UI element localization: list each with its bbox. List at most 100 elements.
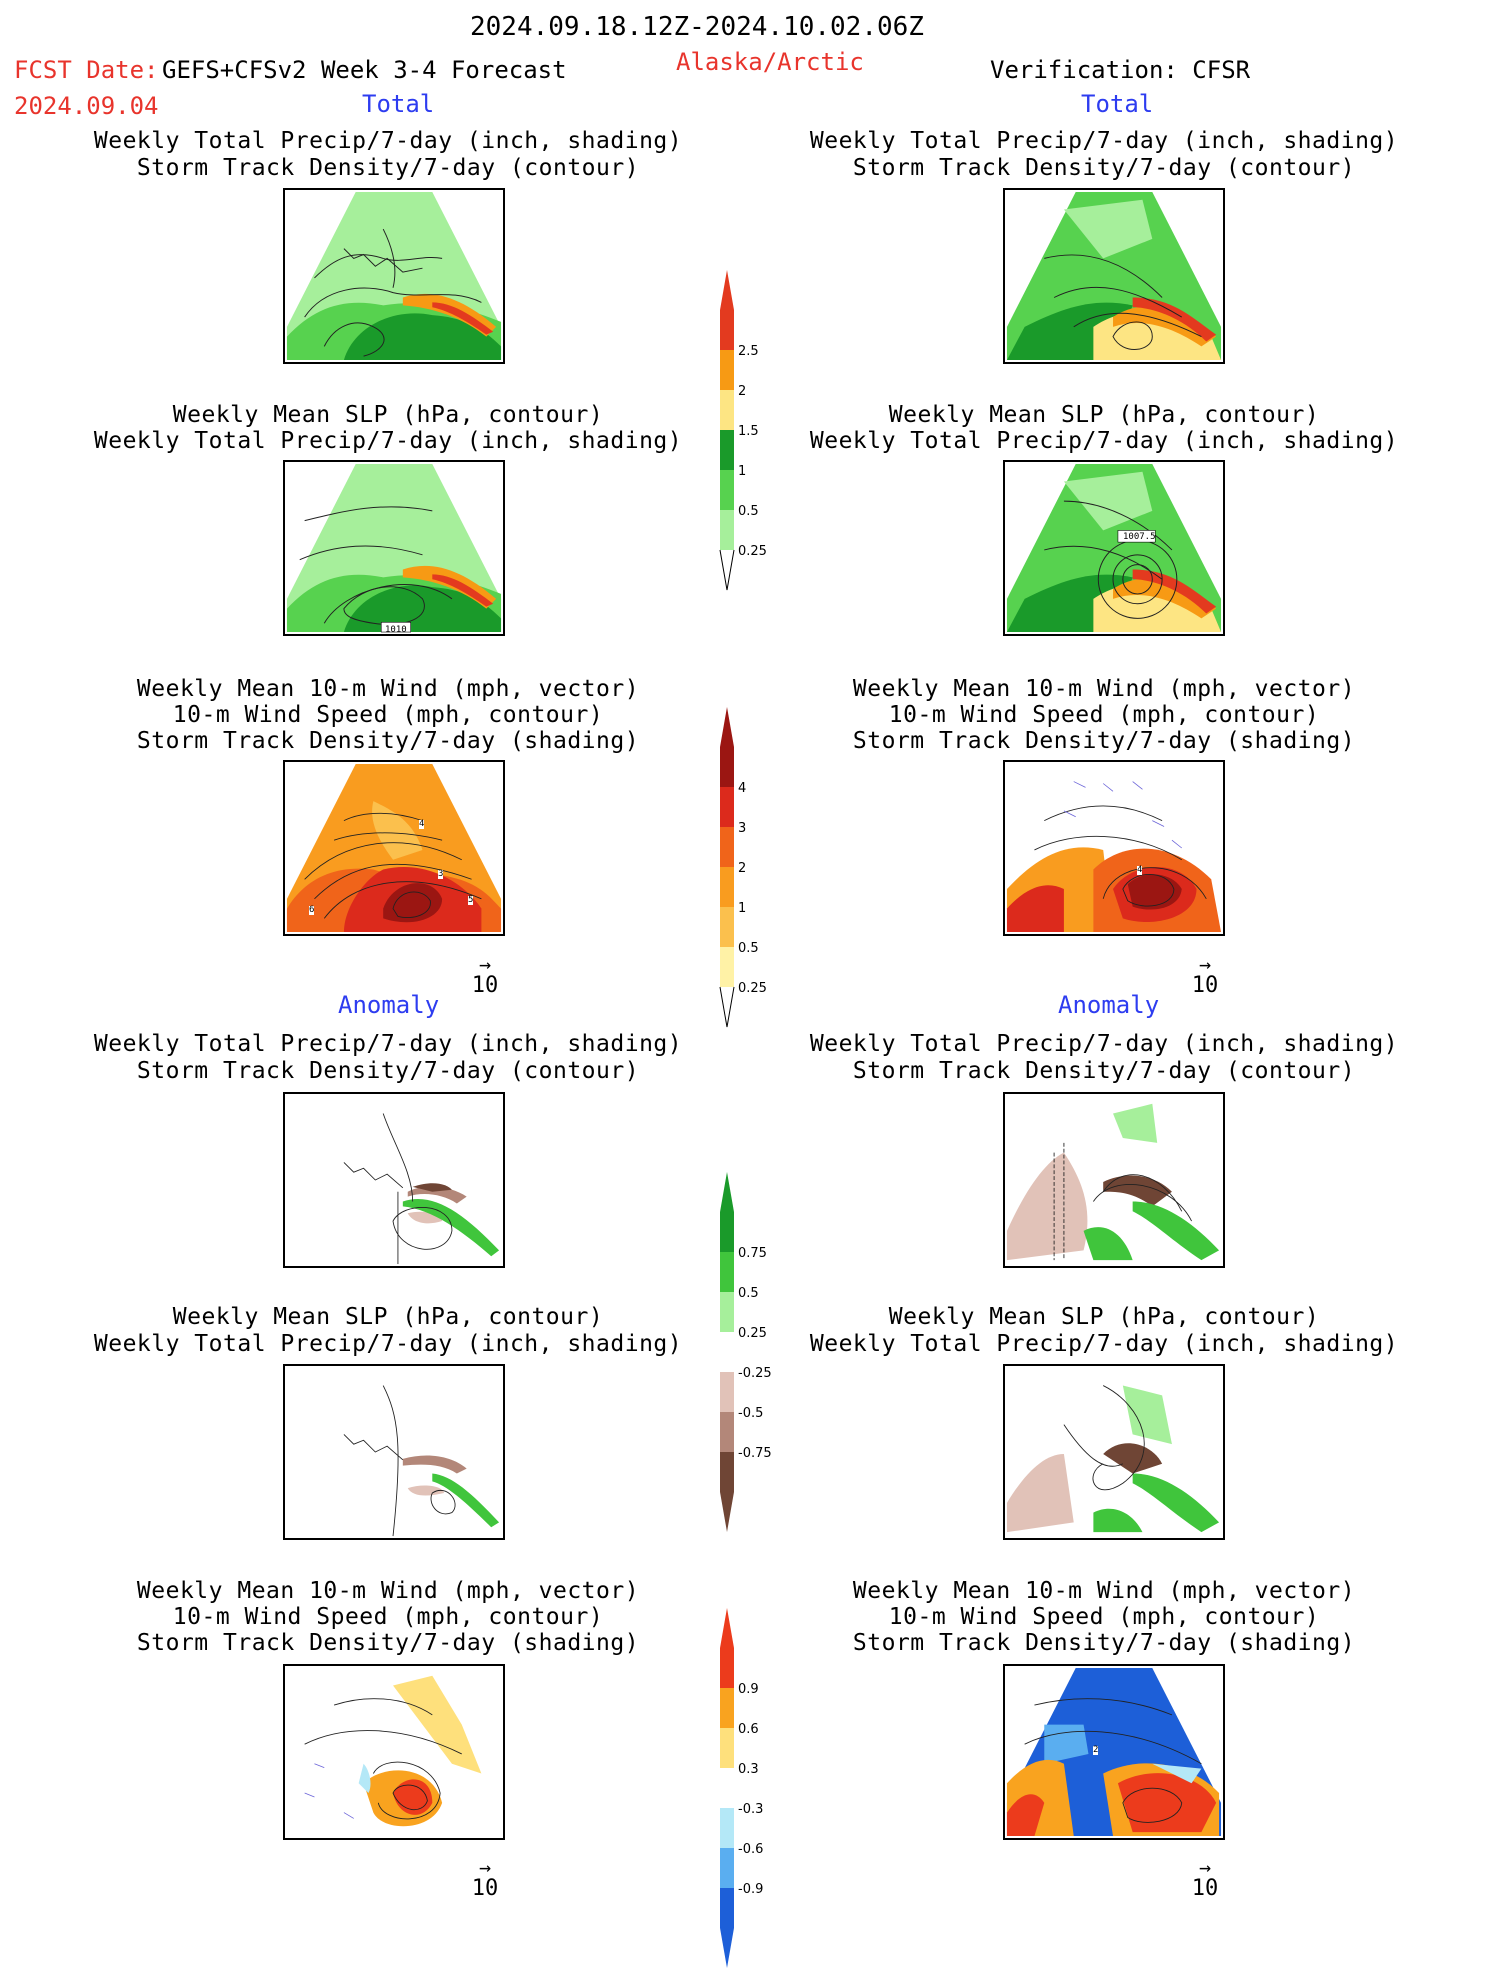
title-fc-slp-anom-1: Weekly Mean SLP (hPa, contour) <box>172 1304 604 1330</box>
colorbar-tick-label: -0.25 <box>738 1366 772 1381</box>
wind-contour-label: 4 <box>1137 865 1143 875</box>
colorbar-tick-label: -0.5 <box>738 1406 763 1421</box>
title-fc-slp-1: Weekly Mean SLP (hPa, contour) <box>172 402 604 428</box>
title-ob-slp-anom-1: Weekly Mean SLP (hPa, contour) <box>888 1304 1320 1330</box>
section-total-right: Total <box>1081 90 1154 118</box>
title-fc-wind-anom-1: Weekly Mean 10-m Wind (mph, vector) <box>136 1578 640 1604</box>
title-ob-wind-1: Weekly Mean 10-m Wind (mph, vector) <box>852 676 1356 702</box>
colorbar-swatch <box>720 470 734 510</box>
vector-ref-label: 10 <box>1191 1876 1219 1901</box>
colorbar-swatch <box>720 907 734 947</box>
colorbar-tick-label: -0.6 <box>738 1842 763 1857</box>
map-ob-wind-total: 4 <box>1003 760 1225 936</box>
colorbar-cap-bottom <box>719 986 735 1028</box>
title-ob-slp-1: Weekly Mean SLP (hPa, contour) <box>888 402 1320 428</box>
colorbar-swatch <box>720 1372 734 1412</box>
colorbar-swatch <box>720 1688 734 1728</box>
title-ob-wind-anom-1: Weekly Mean 10-m Wind (mph, vector) <box>852 1578 1356 1604</box>
colorbar-swatch <box>720 1212 734 1252</box>
colorbar-tick-label: -0.75 <box>738 1446 772 1461</box>
colorbar-cap-top <box>720 1172 734 1212</box>
verification-label: Verification: CFSR <box>990 56 1251 84</box>
title-fc-precip-1: Weekly Total Precip/7-day (inch, shading… <box>93 128 683 154</box>
wind-contour-label: 3 <box>438 869 444 879</box>
colorbar-tick-label: 3 <box>738 821 746 836</box>
title-ob-slp-anom-2: Weekly Total Precip/7-day (inch, shading… <box>809 1331 1399 1357</box>
title-fc-wind-anom-3: Storm Track Density/7-day (shading) <box>136 1630 640 1656</box>
colorbar-swatch <box>720 430 734 470</box>
vector-ref-label: 10 <box>471 973 499 998</box>
map-fc-wind-anom <box>283 1664 505 1840</box>
colorbar-cap-top <box>720 707 734 747</box>
colorbar-swatch <box>720 1452 734 1492</box>
map-fc-precip-anom <box>283 1092 505 1268</box>
colorbar-svg: 4 3 2 1 0.5 0.25 <box>719 707 767 1028</box>
title-fc-wind-3: Storm Track Density/7-day (shading) <box>136 728 640 754</box>
colorbar-swatch <box>720 1728 734 1768</box>
wind-contour-label: 2 <box>1093 1745 1099 1755</box>
title-fc-precip-anom-2: Storm Track Density/7-day (contour) <box>136 1058 640 1084</box>
wind-contour-label: 4 <box>419 819 425 829</box>
colorbar-swatch <box>720 947 734 987</box>
colorbar-cap-top <box>720 1608 734 1648</box>
colorbar-swatch <box>720 510 734 550</box>
map-ob-wind-anom: 2 <box>1003 1664 1225 1840</box>
colorbar-tick-label: 1 <box>738 464 746 479</box>
fcst-model: GEFS+CFSv2 Week 3-4 Forecast <box>162 56 567 84</box>
colorbar-svg: 0.9 0.6 0.3 -0.3 -0.6 -0.9 <box>720 1608 763 1968</box>
title-ob-slp-2: Weekly Total Precip/7-day (inch, shading… <box>809 428 1399 454</box>
title-ob-precip-anom-1: Weekly Total Precip/7-day (inch, shading… <box>809 1031 1399 1057</box>
title-ob-wind-anom-3: Storm Track Density/7-day (shading) <box>852 1630 1356 1656</box>
slp-label: 1010 <box>385 625 407 635</box>
colorbar-swatch <box>720 1412 734 1452</box>
colorbar-tick-label: 0.5 <box>738 941 759 956</box>
colorbar-swatch <box>720 390 734 430</box>
period-title: 2024.09.18.12Z-2024.10.02.06Z <box>470 12 924 42</box>
map-fc-slp-anom <box>283 1364 505 1540</box>
colorbar-swatch <box>720 310 734 350</box>
colorbar-tick-label: 0.9 <box>738 1682 759 1697</box>
colorbar-svg: 2.5 2 1.5 1 0.5 0.25 <box>719 270 767 591</box>
title-ob-wind-anom-2: 10-m Wind Speed (mph, contour) <box>888 1604 1320 1630</box>
colorbar-swatch <box>720 787 734 827</box>
colorbar-swatch <box>720 1332 734 1372</box>
colorbar-precip-total: 2.5 2 1.5 1 0.5 0.25 <box>719 270 800 594</box>
colorbar-cap-top <box>720 270 734 310</box>
colorbar-tick-label: 0.75 <box>738 1246 767 1261</box>
slp-label: 1007.5 <box>1123 532 1156 542</box>
colorbar-tick-label: 0.25 <box>738 544 767 559</box>
colorbar-swatch <box>720 1808 734 1848</box>
colorbar-swatch <box>720 1292 734 1332</box>
colorbar-track-anom: 0.9 0.6 0.3 -0.3 -0.6 -0.9 <box>720 1608 800 1972</box>
colorbar-swatch <box>720 827 734 867</box>
title-ob-wind-2: 10-m Wind Speed (mph, contour) <box>888 702 1320 728</box>
colorbar-track-total: 4 3 2 1 0.5 0.25 <box>719 707 800 1031</box>
vector-ref-ob-anom: → 10 <box>1180 1855 1230 1901</box>
title-fc-wind-1: Weekly Mean 10-m Wind (mph, vector) <box>136 676 640 702</box>
section-anomaly-left: Anomaly <box>338 991 440 1019</box>
title-ob-wind-3: Storm Track Density/7-day (shading) <box>852 728 1356 754</box>
map-ob-precip-total <box>1003 188 1225 364</box>
vector-ref-label: 10 <box>471 1876 499 1901</box>
arrow-right-icon: → <box>478 952 492 976</box>
colorbar-swatch <box>720 867 734 907</box>
colorbar-tick-label: 0.3 <box>738 1762 759 1777</box>
colorbar-tick-label: 4 <box>738 781 746 796</box>
colorbar-swatch <box>720 1768 734 1808</box>
colorbar-tick-label: 0.6 <box>738 1722 759 1737</box>
map-ob-precip-anom <box>1003 1092 1225 1268</box>
title-ob-precip-2: Storm Track Density/7-day (contour) <box>852 155 1356 181</box>
arrow-right-icon: → <box>1198 1855 1212 1879</box>
map-fc-slp-total: 1010 <box>283 460 505 636</box>
colorbar-svg: 0.75 0.5 0.25 -0.25 -0.5 -0.75 <box>720 1172 772 1532</box>
title-fc-slp-anom-2: Weekly Total Precip/7-day (inch, shading… <box>93 1331 683 1357</box>
wind-contour-label: 5 <box>468 895 474 905</box>
title-ob-precip-anom-2: Storm Track Density/7-day (contour) <box>852 1058 1356 1084</box>
colorbar-tick-label: 2.5 <box>738 344 759 359</box>
section-total-left: Total <box>362 90 435 118</box>
vector-ref-fc-anom: → 10 <box>460 1857 510 1901</box>
colorbar-tick-label: -0.9 <box>738 1882 763 1897</box>
vector-ref-fc-total: → 10 <box>460 952 510 998</box>
colorbar-swatch <box>720 350 734 390</box>
colorbar-swatch <box>720 1848 734 1888</box>
